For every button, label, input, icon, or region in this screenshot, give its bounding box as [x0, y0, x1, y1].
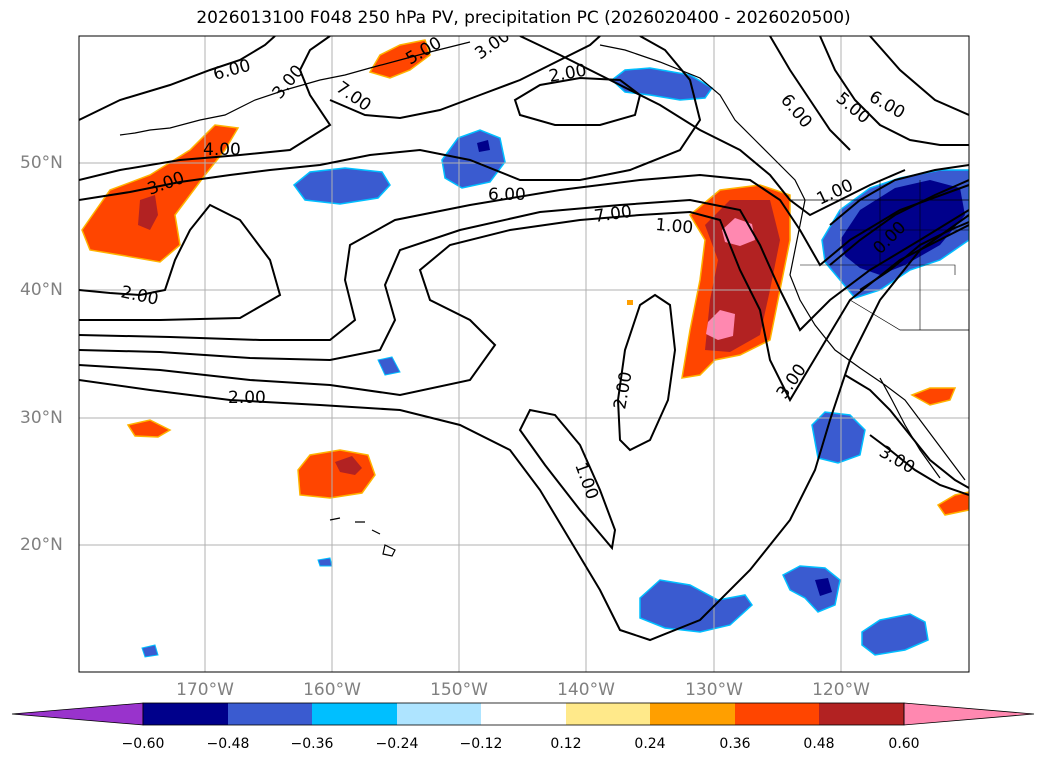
colorbar-tick: −0.24	[375, 736, 419, 752]
map-title: 2026013100 F048 250 hPa PV, precipitatio…	[196, 8, 851, 28]
coast-west-us	[789, 199, 966, 481]
precip-area-alaska	[368, 39, 431, 79]
contour-20	[869, 434, 969, 496]
contour-11	[329, 36, 601, 120]
precip-area-30n-east	[811, 411, 866, 464]
lon-label: 140°W	[557, 680, 615, 700]
contour-label: 2.00	[228, 388, 266, 408]
lat-label: 40°N	[20, 280, 63, 300]
contour-9	[79, 36, 332, 181]
contour-label: 4.00	[203, 140, 241, 160]
colorbar-bin-6	[566, 703, 650, 725]
coast-baja	[879, 377, 941, 479]
coast-alaska-aleutians	[119, 41, 471, 136]
colorbar-tick: 0.12	[550, 736, 582, 752]
coast-hawaii	[329, 517, 396, 557]
coastlines	[119, 41, 969, 557]
contour-6	[616, 293, 677, 452]
precip-area-south-2-dark	[815, 578, 832, 596]
precip-area-mexico	[936, 491, 969, 516]
precip-area-south-3	[861, 613, 929, 656]
precip-area-160w	[292, 167, 391, 205]
precip-area-dot	[627, 300, 633, 305]
lon-label: 150°W	[430, 680, 488, 700]
colorbar-bin-2	[228, 703, 312, 725]
colorbar-tick: 0.60	[888, 736, 920, 752]
precip-area-150w-dark	[477, 140, 490, 152]
contour-17	[829, 164, 969, 226]
colorbar-tick: −0.36	[290, 736, 334, 752]
precip-area-hawaii-n	[297, 449, 376, 499]
colorbar-tick: −0.60	[121, 736, 165, 752]
precip-area-baja	[910, 387, 957, 406]
contour-1	[79, 214, 969, 642]
contour-13	[519, 36, 906, 217]
contour-19	[859, 221, 969, 291]
colorbar-tick: −0.48	[206, 736, 250, 752]
contour-4	[79, 173, 969, 341]
colorbar-bin-4	[397, 703, 481, 725]
precip-area-south-1	[639, 579, 753, 633]
colorbar	[11, 702, 1035, 726]
border-us-mexico	[849, 299, 969, 331]
contour-14	[769, 36, 851, 151]
colorbar-extend-right	[903, 702, 1035, 726]
precip-area-west-red	[138, 195, 158, 230]
colorbar-extend-left	[11, 702, 144, 726]
lat-label: 30°N	[20, 408, 63, 428]
contour-15	[819, 36, 969, 146]
contour-5	[79, 203, 282, 321]
lat-label: 50°N	[20, 153, 63, 173]
precip-area-150w	[441, 129, 506, 189]
contour-label: 1.00	[655, 215, 694, 238]
pv-contours	[79, 36, 969, 642]
colorbar-bin-9	[819, 703, 904, 725]
precip-area-small-3	[317, 557, 333, 567]
colorbar-tick: 0.24	[634, 736, 666, 752]
precip-area-small-2	[141, 644, 159, 658]
contour-label: 6.00	[488, 185, 526, 205]
contour-2	[79, 210, 969, 403]
contour-10	[79, 36, 702, 201]
colorbar-bin-7	[650, 703, 735, 725]
precip-area-small-1	[377, 356, 401, 376]
colorbar-bin-5	[481, 703, 566, 725]
lon-label: 160°W	[303, 680, 361, 700]
contour-12	[513, 76, 642, 126]
contour-21	[844, 374, 969, 489]
contour-16	[869, 36, 969, 116]
border-state-lines	[800, 180, 969, 330]
map-frame-border	[78, 35, 970, 673]
lon-label: 120°W	[812, 680, 870, 700]
contour-7	[518, 408, 617, 551]
contour-labels: 6.00 3.00 7.00 5.00 3.00 2.00 6.00 5.00 …	[119, 36, 918, 502]
contour-18	[829, 179, 969, 266]
colorbar-bin-3	[312, 703, 397, 725]
precip-area-south-2	[782, 565, 841, 613]
colorbar-bin-8	[735, 703, 819, 725]
colorbar-tick: 0.48	[803, 736, 835, 752]
precip-area-main-pink-s	[706, 310, 735, 340]
precip-area-hawaii-n-red	[335, 456, 362, 475]
coast-alaska-panhandle	[599, 44, 806, 201]
colorbar-bin-1	[143, 703, 228, 725]
precip-area-small-30n	[126, 419, 172, 438]
colorbar-tick: 0.36	[719, 736, 751, 752]
colorbar-tick: −0.12	[459, 736, 503, 752]
contour-8	[79, 36, 276, 121]
contour-3	[79, 198, 969, 362]
lon-label: 130°W	[685, 680, 743, 700]
precip-area-main-pink-n	[722, 218, 755, 246]
lat-label: 20°N	[20, 535, 63, 555]
colorbar-outline	[142, 702, 905, 726]
lon-label: 170°W	[176, 680, 234, 700]
precip-area-east-dark	[840, 180, 965, 275]
